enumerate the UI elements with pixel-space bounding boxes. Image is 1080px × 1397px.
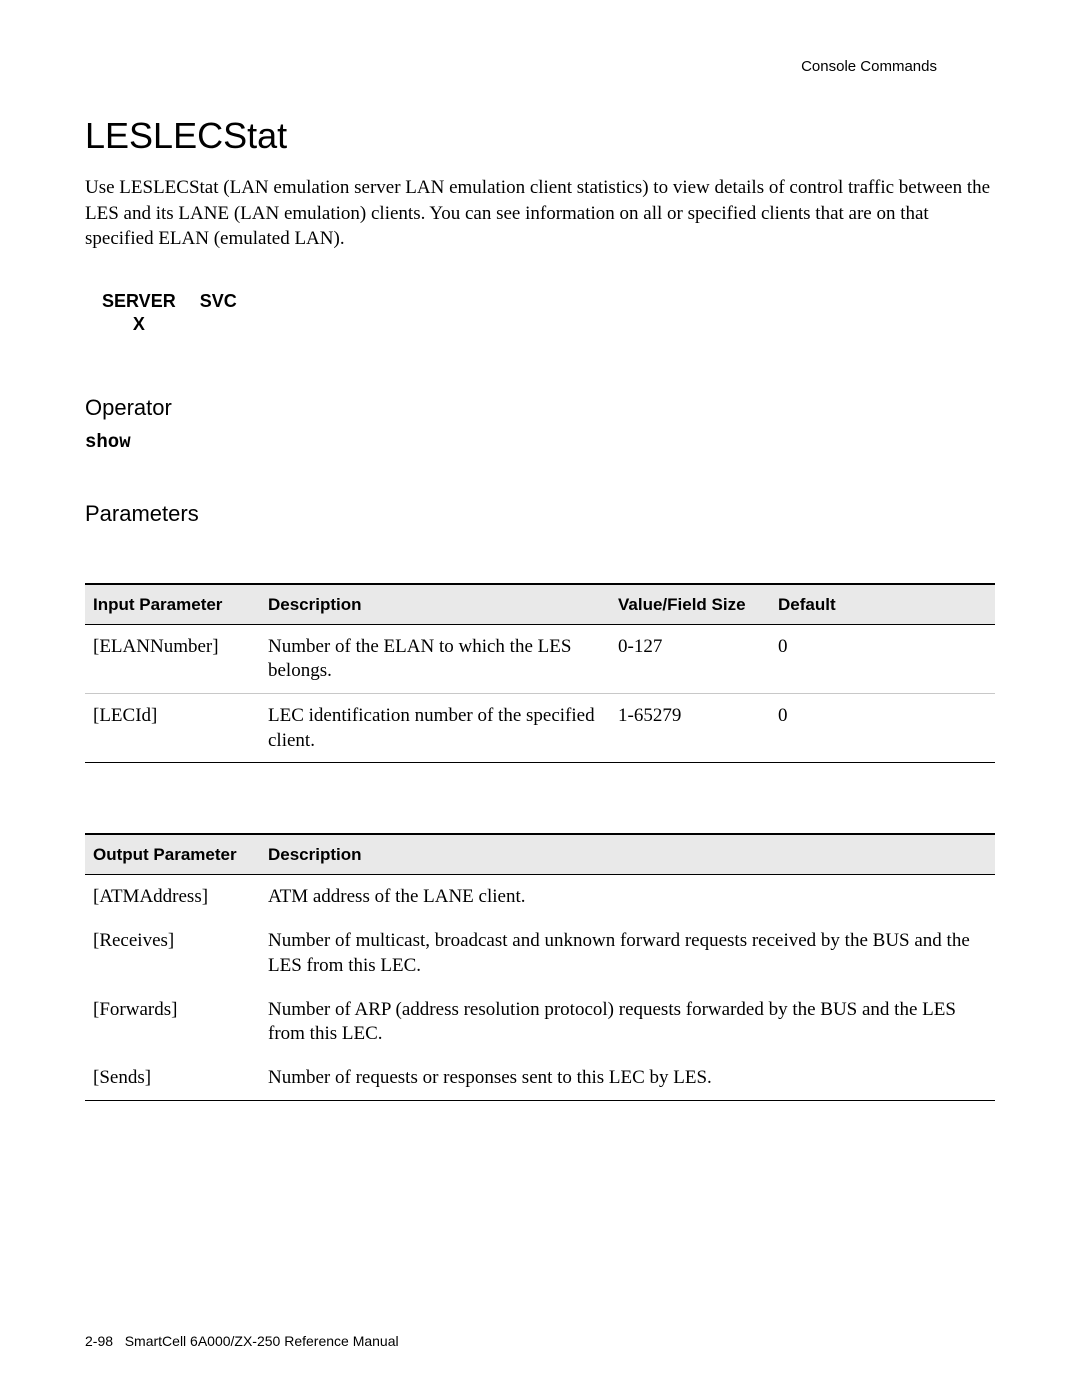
operator-value: show xyxy=(85,431,995,453)
param-name: [ELANNumber] xyxy=(85,624,260,693)
param-desc: LEC identification number of the specifi… xyxy=(260,694,610,763)
param-name: [ATMAddress] xyxy=(85,875,260,919)
output-parameters-table: Output Parameter Description [ATMAddress… xyxy=(85,833,995,1100)
parameters-heading: Parameters xyxy=(85,501,995,527)
param-name: [Receives] xyxy=(85,919,260,987)
intro-paragraph: Use LESLECStat (LAN emulation server LAN… xyxy=(85,175,995,252)
footer-page-number: 2-98 xyxy=(85,1333,113,1349)
param-desc: Number of the ELAN to which the LES belo… xyxy=(260,624,610,693)
col-default: Default xyxy=(770,584,995,625)
param-value: 1-65279 xyxy=(610,694,770,763)
col-value-field-size: Value/Field Size xyxy=(610,584,770,625)
page: Console Commands LESLECStat Use LESLECSt… xyxy=(0,0,1080,1397)
table-row: [Receives] Number of multicast, broadcas… xyxy=(85,919,995,987)
operator-heading: Operator xyxy=(85,395,995,421)
param-desc: Number of ARP (address resolution protoc… xyxy=(260,988,995,1056)
footer-doc-title: SmartCell 6A000/ZX-250 Reference Manual xyxy=(125,1333,399,1349)
table-header-row: Input Parameter Description Value/Field … xyxy=(85,584,995,625)
col-description: Description xyxy=(260,584,610,625)
param-name: [Forwards] xyxy=(85,988,260,1056)
running-header: Console Commands xyxy=(85,58,995,75)
col-output-parameter: Output Parameter xyxy=(85,834,260,875)
param-value: 0-127 xyxy=(610,624,770,693)
col-description: Description xyxy=(260,834,995,875)
param-default: 0 xyxy=(770,694,995,763)
input-parameters-table: Input Parameter Description Value/Field … xyxy=(85,583,995,764)
page-footer: 2-98 SmartCell 6A000/ZX-250 Reference Ma… xyxy=(85,1333,399,1349)
server-cell: SERVER X xyxy=(102,290,198,339)
table-row: [Forwards] Number of ARP (address resolu… xyxy=(85,988,995,1056)
param-name: [Sends] xyxy=(85,1056,260,1100)
table-row: [ELANNumber] Number of the ELAN to which… xyxy=(85,624,995,693)
table-row: [Sends] Number of requests or responses … xyxy=(85,1056,995,1100)
server-x: X xyxy=(133,314,145,334)
server-svc-grid: SERVER X SVC xyxy=(100,288,261,341)
page-title: LESLECStat xyxy=(85,115,995,157)
param-desc: Number of multicast, broadcast and unkno… xyxy=(260,919,995,987)
svc-cell: SVC xyxy=(200,290,259,339)
table-row: [ATMAddress] ATM address of the LANE cli… xyxy=(85,875,995,919)
param-default: 0 xyxy=(770,624,995,693)
param-name: [LECId] xyxy=(85,694,260,763)
server-label: SERVER xyxy=(102,291,176,311)
svc-label: SVC xyxy=(200,291,237,311)
table-row: [LECId] LEC identification number of the… xyxy=(85,694,995,763)
param-desc: ATM address of the LANE client. xyxy=(260,875,995,919)
param-desc: Number of requests or responses sent to … xyxy=(260,1056,995,1100)
col-input-parameter: Input Parameter xyxy=(85,584,260,625)
table-header-row: Output Parameter Description xyxy=(85,834,995,875)
